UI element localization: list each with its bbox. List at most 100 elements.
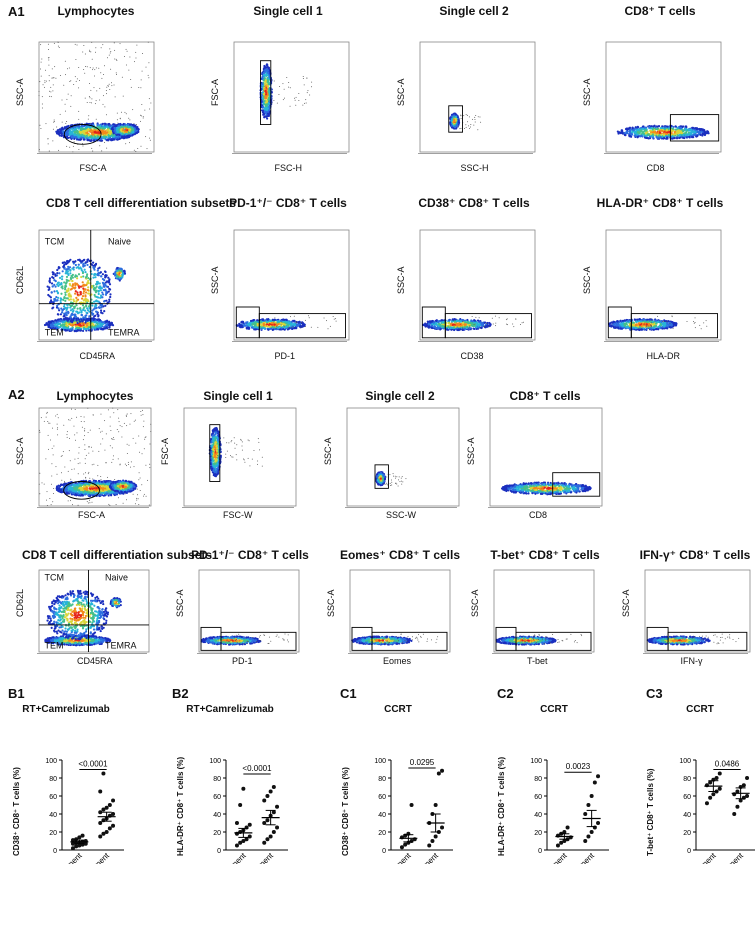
a1-plot-single2 <box>418 41 536 154</box>
data-point <box>275 825 280 830</box>
a2-title-1: Single cell 1 <box>203 389 273 403</box>
data-point <box>238 840 243 845</box>
y-tick-label: 0 <box>53 848 57 855</box>
panel-label-b1: B1 <box>8 686 25 701</box>
data-point <box>241 839 246 843</box>
chart-C1: 020406080100before treatmentduring treat… <box>365 758 453 864</box>
a2-xlabel-6: Eomes <box>383 656 412 666</box>
a2-xlabel-8: IFN-γ <box>680 656 703 666</box>
data-point <box>433 803 438 807</box>
data-point <box>98 810 103 815</box>
quadrant-temra: TEMRA <box>108 328 140 338</box>
data-point <box>265 794 270 798</box>
data-point <box>241 786 246 791</box>
p-value: <0.0001 <box>78 760 108 769</box>
data-point <box>717 771 722 776</box>
y-tick-label: 60 <box>683 794 691 801</box>
data-point <box>714 776 719 780</box>
a1-plot-cd8 <box>604 41 722 154</box>
data-point <box>265 837 270 842</box>
a2-title-5: PD-1⁺/⁻ CD8⁺ T cells <box>191 548 309 562</box>
y-tick-label: 40 <box>213 812 221 819</box>
a2-plot-wide <box>348 569 451 654</box>
data-point <box>268 789 273 794</box>
y-tick-label: 100 <box>209 758 221 765</box>
data-point <box>592 825 597 830</box>
a2-ylabel-6: SSC-A <box>326 589 336 618</box>
data-point <box>732 812 737 816</box>
data-point <box>98 821 103 825</box>
a1-ylabel-5: SSC-A <box>210 266 220 294</box>
a2-plot-wide <box>492 569 595 654</box>
data-point <box>711 792 716 797</box>
y-tick-label: 0 <box>382 848 386 855</box>
y-tick-label: 40 <box>534 812 542 819</box>
data-point <box>271 785 276 789</box>
chart-C2: 020406080100before treatmentduring treat… <box>521 758 609 864</box>
data-point <box>583 812 588 816</box>
chart-C3: 020406080100before treatmentduring treat… <box>670 758 755 864</box>
data-point <box>427 843 432 848</box>
y-tick-label: 60 <box>378 794 386 801</box>
a1-ylabel-2: SSC-A <box>396 78 406 106</box>
data-point <box>234 843 239 848</box>
data-point <box>589 830 594 834</box>
a1-title-3: CD8⁺ T cells <box>624 4 696 18</box>
chart-title-B2: RT+Camrelizumab <box>186 704 274 715</box>
data-point <box>436 771 441 776</box>
a1-plot-wide <box>418 229 536 342</box>
a2-plot-lymph <box>37 407 152 508</box>
a2-title-2: Single cell 2 <box>365 389 435 403</box>
data-point <box>238 803 243 807</box>
data-point <box>433 834 438 839</box>
a1-xlabel-4: CD45RA <box>79 351 116 361</box>
quadrant-naive: Naive <box>108 236 131 246</box>
a1-xlabel-7: HLA-DR <box>646 351 681 361</box>
panel-label-a2: A2 <box>8 387 25 402</box>
a1-xlabel-0: FSC-A <box>79 163 107 173</box>
data-point <box>708 795 713 800</box>
data-point <box>586 834 591 839</box>
data-point <box>717 786 722 791</box>
data-point <box>101 831 106 836</box>
y-tick-label: 100 <box>679 758 691 765</box>
data-point <box>70 838 75 843</box>
y-tick-label: 80 <box>534 776 542 783</box>
data-point <box>244 825 249 830</box>
data-point <box>262 798 267 803</box>
a1-title-4: CD8 T cell differentiation subsets <box>46 196 237 210</box>
data-point <box>592 780 597 785</box>
data-point <box>704 801 709 806</box>
data-point <box>107 826 112 831</box>
y-tick-label: 20 <box>213 830 221 837</box>
data-point <box>738 798 743 803</box>
category-label: before treatment <box>365 851 413 864</box>
p-value: 0.0486 <box>715 760 740 769</box>
a1-ylabel-1: FSC-A <box>210 79 220 106</box>
quadrant-tem: TEM <box>45 641 64 651</box>
a2-ylabel-8: SSC-A <box>621 589 631 618</box>
data-point <box>111 812 116 816</box>
chart-ylabel-B1: CD38⁺ CD8⁺ T cells (%) <box>12 767 21 856</box>
data-point <box>101 807 106 812</box>
a1-plot-lymph <box>37 41 155 154</box>
a2-ylabel-2: SSC-A <box>323 437 333 465</box>
data-point <box>741 783 746 788</box>
a2-xlabel-7: T-bet <box>527 656 548 666</box>
data-point <box>262 840 267 845</box>
a2-xlabel-4: CD45RA <box>77 656 113 666</box>
data-point <box>104 830 109 834</box>
data-point <box>399 845 404 850</box>
category-label: before treatment <box>521 851 569 864</box>
a2-ylabel-1: FSC-A <box>160 437 170 465</box>
y-tick-label: 20 <box>49 830 57 837</box>
y-tick-label: 20 <box>683 830 691 837</box>
data-point <box>735 789 740 794</box>
data-point <box>98 834 103 839</box>
y-tick-label: 100 <box>45 758 57 765</box>
data-point <box>583 839 588 843</box>
quadrant-tcm: TCM <box>45 236 65 246</box>
chart-title-C1: CCRT <box>384 704 412 715</box>
a1-title-2: Single cell 2 <box>439 4 509 18</box>
data-point <box>111 823 116 828</box>
